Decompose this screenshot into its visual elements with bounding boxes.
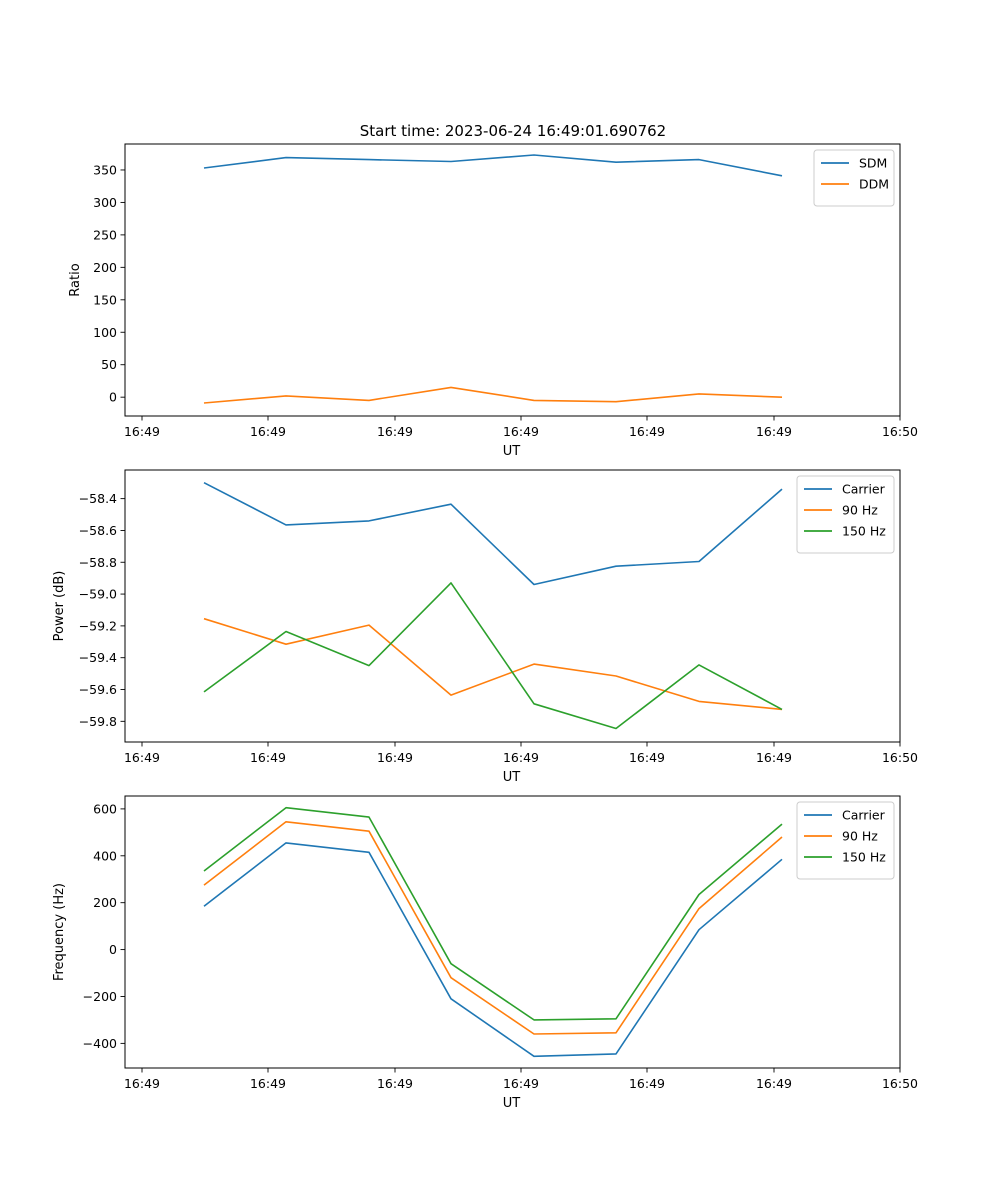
series-line-90-hz [203,617,783,711]
legend-entry: 150 Hz [842,524,886,539]
series-line-carrier [203,842,783,1058]
y-tick-label: −58.6 [79,523,117,538]
y-tick-label: −200 [83,989,117,1004]
x-tick-label: 16:49 [377,750,413,765]
y-tick-label: −59.4 [79,650,117,665]
legend-entry: 90 Hz [842,503,878,518]
y-tick-label: 50 [101,357,117,372]
y-axis-label: Frequency (Hz) [52,883,67,981]
x-tick-label: 16:49 [503,424,539,439]
y-tick-label: 150 [93,292,117,307]
series-line-sdm [203,154,783,177]
x-axis-label: UT [503,1096,521,1111]
legend-entry: 150 Hz [842,850,886,865]
ratio-chart: 16:49 16:49 16:49 16:49 16:49 16:49 16:50 0 50 10… [68,143,918,459]
series-line-carrier [203,481,783,586]
series-line-150-hz [203,806,783,1021]
x-tick-label: 16:50 [882,424,918,439]
figure-title: Start time: 2023-06-24 16:49:01.690762 [360,122,666,140]
x-tick-label: 16:50 [882,1076,918,1091]
y-axis-label: Ratio [68,263,83,296]
legend-entry: Carrier [842,808,886,823]
x-tick-label: 16:49 [124,424,160,439]
x-tick-label: 16:49 [250,750,286,765]
legend-entry: Carrier [842,482,886,497]
legend-box [796,475,895,554]
y-tick-label: 250 [93,227,117,242]
y-axis-label: Power (dB) [52,571,67,642]
y-tick-label: −59.8 [79,714,117,729]
y-tick-label: −59.2 [79,618,117,633]
series-line-150-hz [203,582,783,730]
x-tick-label: 16:49 [756,1076,792,1091]
y-tick-label: −400 [83,1036,117,1051]
series-line-ddm [203,386,783,404]
y-tick-label: 400 [93,848,117,863]
y-tick-label: −59.0 [79,587,117,602]
legend-box [796,801,895,880]
x-tick-label: 16:50 [882,750,918,765]
x-tick-label: 16:49 [377,1076,413,1091]
x-tick-label: 16:49 [629,1076,665,1091]
axes-frame [124,795,901,1069]
x-tick-label: 16:49 [629,424,665,439]
x-tick-label: 16:49 [124,750,160,765]
axes-frame [124,469,901,743]
legend-entry: 90 Hz [842,829,878,844]
y-tick-label: 200 [93,895,117,910]
x-axis-label: UT [503,444,521,459]
y-tick-label: −58.4 [79,491,117,506]
x-tick-label: 16:49 [629,750,665,765]
x-tick-label: 16:49 [503,750,539,765]
legend-box [813,149,895,207]
x-axis-label: UT [503,770,521,785]
x-tick-label: 16:49 [756,424,792,439]
y-tick-label: 100 [93,325,117,340]
legend-entry: SDM [859,156,887,171]
y-tick-label: −58.8 [79,555,117,570]
x-tick-label: 16:49 [503,1076,539,1091]
x-tick-label: 16:49 [250,1076,286,1091]
y-tick-label: 350 [93,162,117,177]
legend-entry: DDM [859,177,889,192]
y-tick-label: 300 [93,195,117,210]
x-tick-label: 16:49 [250,424,286,439]
y-tick-label: 600 [93,801,117,816]
y-tick-label: 200 [93,260,117,275]
power-chart: 16:49 16:49 16:49 16:49 16:49 16:49 16:50 −59.8… [52,469,918,785]
y-tick-label: 0 [109,390,117,405]
y-tick-label: −59.6 [79,682,117,697]
x-tick-label: 16:49 [377,424,413,439]
axes-frame [124,143,901,417]
y-tick-label: 0 [109,942,117,957]
frequency-chart: 16:49 16:49 16:49 16:49 16:49 16:49 16:50 −400 −… [52,795,918,1111]
x-tick-label: 16:49 [756,750,792,765]
x-tick-label: 16:49 [124,1076,160,1091]
series-line-90-hz [203,820,783,1035]
